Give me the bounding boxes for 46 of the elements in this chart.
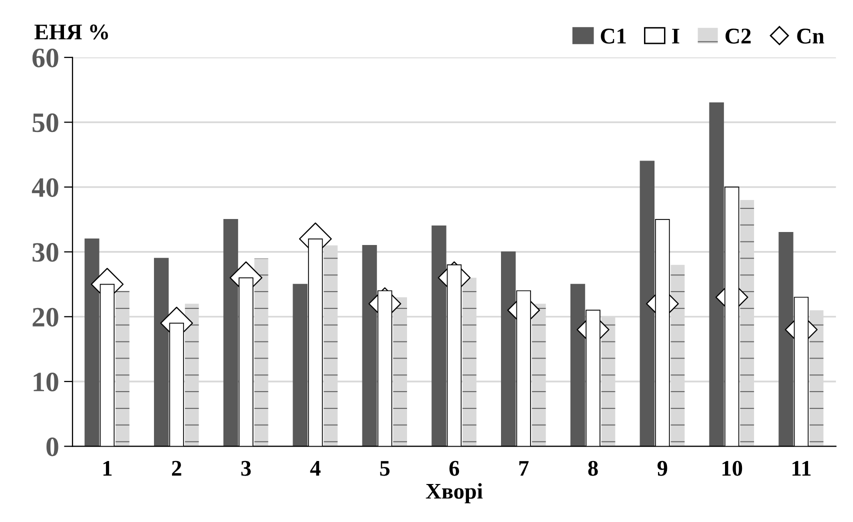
legend-label: Cn (797, 28, 824, 44)
x-tick-label: 11 (792, 460, 811, 476)
y-tick-label: 60 (32, 48, 58, 68)
x-tick-label: 9 (657, 460, 668, 476)
bar (154, 258, 169, 446)
bar (740, 200, 754, 446)
legend-label: C1 (600, 28, 626, 44)
bar (810, 310, 824, 446)
bar (292, 284, 308, 446)
y-axis-title: ЕНЯ % (34, 24, 108, 40)
bar (709, 102, 724, 446)
bar (254, 258, 268, 446)
y-tick-label: 10 (34, 372, 58, 392)
x-axis-title: Хворі (426, 483, 483, 504)
x-tick-label: 1 (103, 460, 112, 476)
bar (532, 304, 546, 446)
bar (362, 244, 377, 446)
y-tick-label: 50 (32, 113, 58, 132)
bar (640, 160, 655, 446)
x-tick-label: 3 (241, 460, 251, 476)
bar (393, 297, 408, 446)
bar (324, 245, 338, 446)
y-tick-label: 0 (46, 437, 58, 456)
x-tick-label: 5 (380, 461, 390, 476)
x-tick-label: 8 (588, 460, 598, 476)
bar (116, 290, 130, 446)
bar (778, 232, 794, 446)
x-tick-label: 2 (172, 460, 182, 476)
legend-label: I (672, 28, 680, 44)
bar (223, 219, 238, 446)
x-tick-label: 4 (310, 460, 321, 476)
legend-label: C2 (726, 28, 751, 44)
bar (84, 238, 100, 446)
y-tick-label: 40 (32, 178, 58, 197)
bar (601, 316, 616, 446)
bar (670, 264, 685, 446)
y-tick-label: 20 (32, 308, 58, 327)
bar (570, 284, 586, 446)
bar (432, 226, 446, 446)
bar (184, 304, 199, 446)
y-tick-label: 30 (32, 243, 58, 262)
x-tick-label: 10 (722, 460, 742, 476)
x-tick-label: 6 (449, 460, 460, 476)
bar (500, 251, 516, 446)
x-tick-label: 7 (519, 461, 529, 476)
bar (462, 278, 476, 446)
